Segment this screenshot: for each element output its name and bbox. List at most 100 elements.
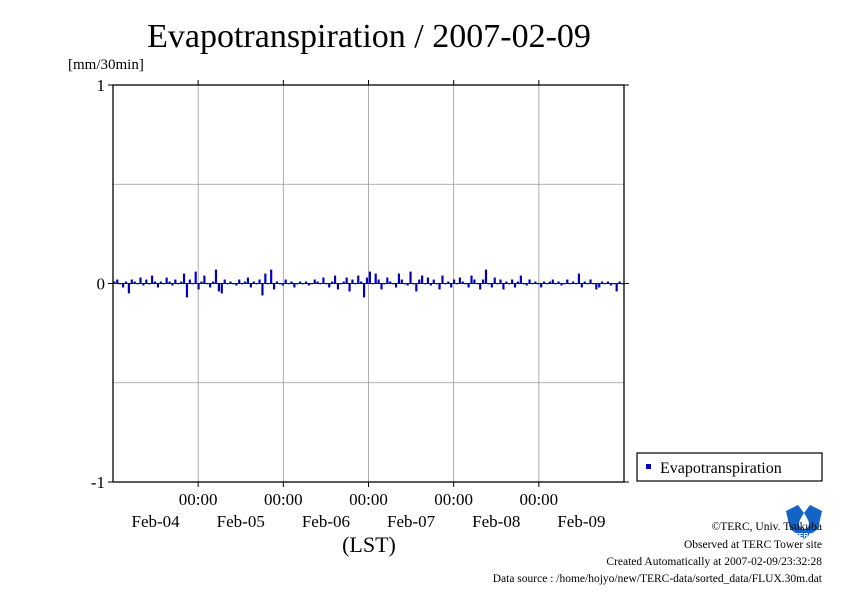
bar <box>185 283 189 298</box>
bar <box>165 277 168 284</box>
bar <box>476 283 479 285</box>
bar <box>542 281 546 284</box>
bar <box>180 281 183 284</box>
bar <box>281 283 284 286</box>
bar <box>447 281 450 284</box>
bar <box>264 273 267 284</box>
bar <box>586 283 589 285</box>
bar <box>618 281 621 284</box>
bar <box>377 279 380 284</box>
bar <box>241 283 244 285</box>
bar <box>354 283 357 285</box>
bar <box>206 283 209 285</box>
bar <box>519 275 522 284</box>
bar <box>371 283 374 285</box>
bar <box>403 283 406 285</box>
bar <box>400 279 403 284</box>
bar <box>540 283 543 288</box>
legend-box <box>636 452 823 482</box>
data-series <box>113 269 624 298</box>
bar <box>177 283 180 285</box>
bar <box>592 283 595 285</box>
bar <box>574 283 578 285</box>
bar <box>493 277 496 284</box>
bar <box>142 283 145 286</box>
site-text: Observed at TERC Tower site <box>683 539 822 551</box>
bar <box>487 283 491 285</box>
bar <box>229 281 232 284</box>
x-tick-date-label: Feb-08 <box>472 512 520 531</box>
bar <box>302 283 305 285</box>
bar <box>464 283 467 285</box>
bar <box>322 277 325 284</box>
bar <box>267 283 270 285</box>
chart-title: Evapotranspiration / 2007-02-09 <box>147 18 591 55</box>
bar <box>508 283 511 285</box>
bar <box>383 283 386 285</box>
bar <box>560 283 563 286</box>
data-source-text: Data source : /home/hojyo/new/TERC-data/… <box>492 573 822 585</box>
bar <box>554 283 557 285</box>
bar <box>278 283 281 285</box>
bar <box>490 283 493 288</box>
bar <box>214 269 218 284</box>
bar <box>615 283 618 292</box>
bar <box>148 283 151 285</box>
bar <box>612 283 615 285</box>
legend-swatch <box>646 464 651 469</box>
bar <box>272 283 276 290</box>
bar <box>455 283 459 285</box>
bar <box>304 281 308 284</box>
bar <box>243 281 247 284</box>
bar <box>589 279 592 284</box>
bar <box>307 283 310 286</box>
bar <box>209 283 212 288</box>
bar <box>598 283 601 288</box>
bar <box>392 283 395 285</box>
bar <box>441 275 444 284</box>
bar <box>522 283 525 285</box>
bar <box>345 277 348 284</box>
bar <box>122 283 125 288</box>
logo-text: TERC <box>794 533 813 540</box>
bar <box>432 279 435 284</box>
x-tick-time-label: 00:00 <box>264 490 303 509</box>
bar <box>188 279 191 284</box>
bar <box>525 283 528 286</box>
bar <box>452 279 456 284</box>
bar <box>174 279 177 284</box>
bar <box>496 283 499 285</box>
bar <box>310 283 313 285</box>
bar <box>246 277 250 284</box>
created-text: Created Automatically at 2007-02-09/23:3… <box>606 556 822 568</box>
x-axis-label: (LST) <box>342 532 396 557</box>
bar <box>415 283 418 292</box>
bar <box>412 283 415 285</box>
bar <box>426 277 430 284</box>
bar <box>502 283 505 290</box>
bar <box>406 283 409 286</box>
bar <box>151 275 154 284</box>
bar <box>316 281 319 284</box>
bar <box>171 283 174 286</box>
bar <box>212 281 215 284</box>
y-tick-label: 1 <box>97 76 106 95</box>
x-axis: 00:00 00:00 00:00 00:00 00:00 Feb-04 Feb-05 Feb… <box>131 80 606 531</box>
bar <box>333 275 337 284</box>
x-tick-date-label: Feb-06 <box>302 512 350 531</box>
bar <box>139 277 142 284</box>
bar <box>258 279 261 284</box>
bar <box>531 283 534 285</box>
bar <box>232 283 235 285</box>
bar <box>194 271 197 284</box>
bar <box>200 281 203 284</box>
bar <box>580 283 583 288</box>
bar <box>528 279 531 284</box>
bar <box>325 283 328 285</box>
bar <box>113 281 116 284</box>
bar <box>153 281 157 284</box>
bar <box>380 283 383 290</box>
bar <box>342 281 345 284</box>
bar <box>461 281 464 284</box>
bar <box>220 283 223 294</box>
